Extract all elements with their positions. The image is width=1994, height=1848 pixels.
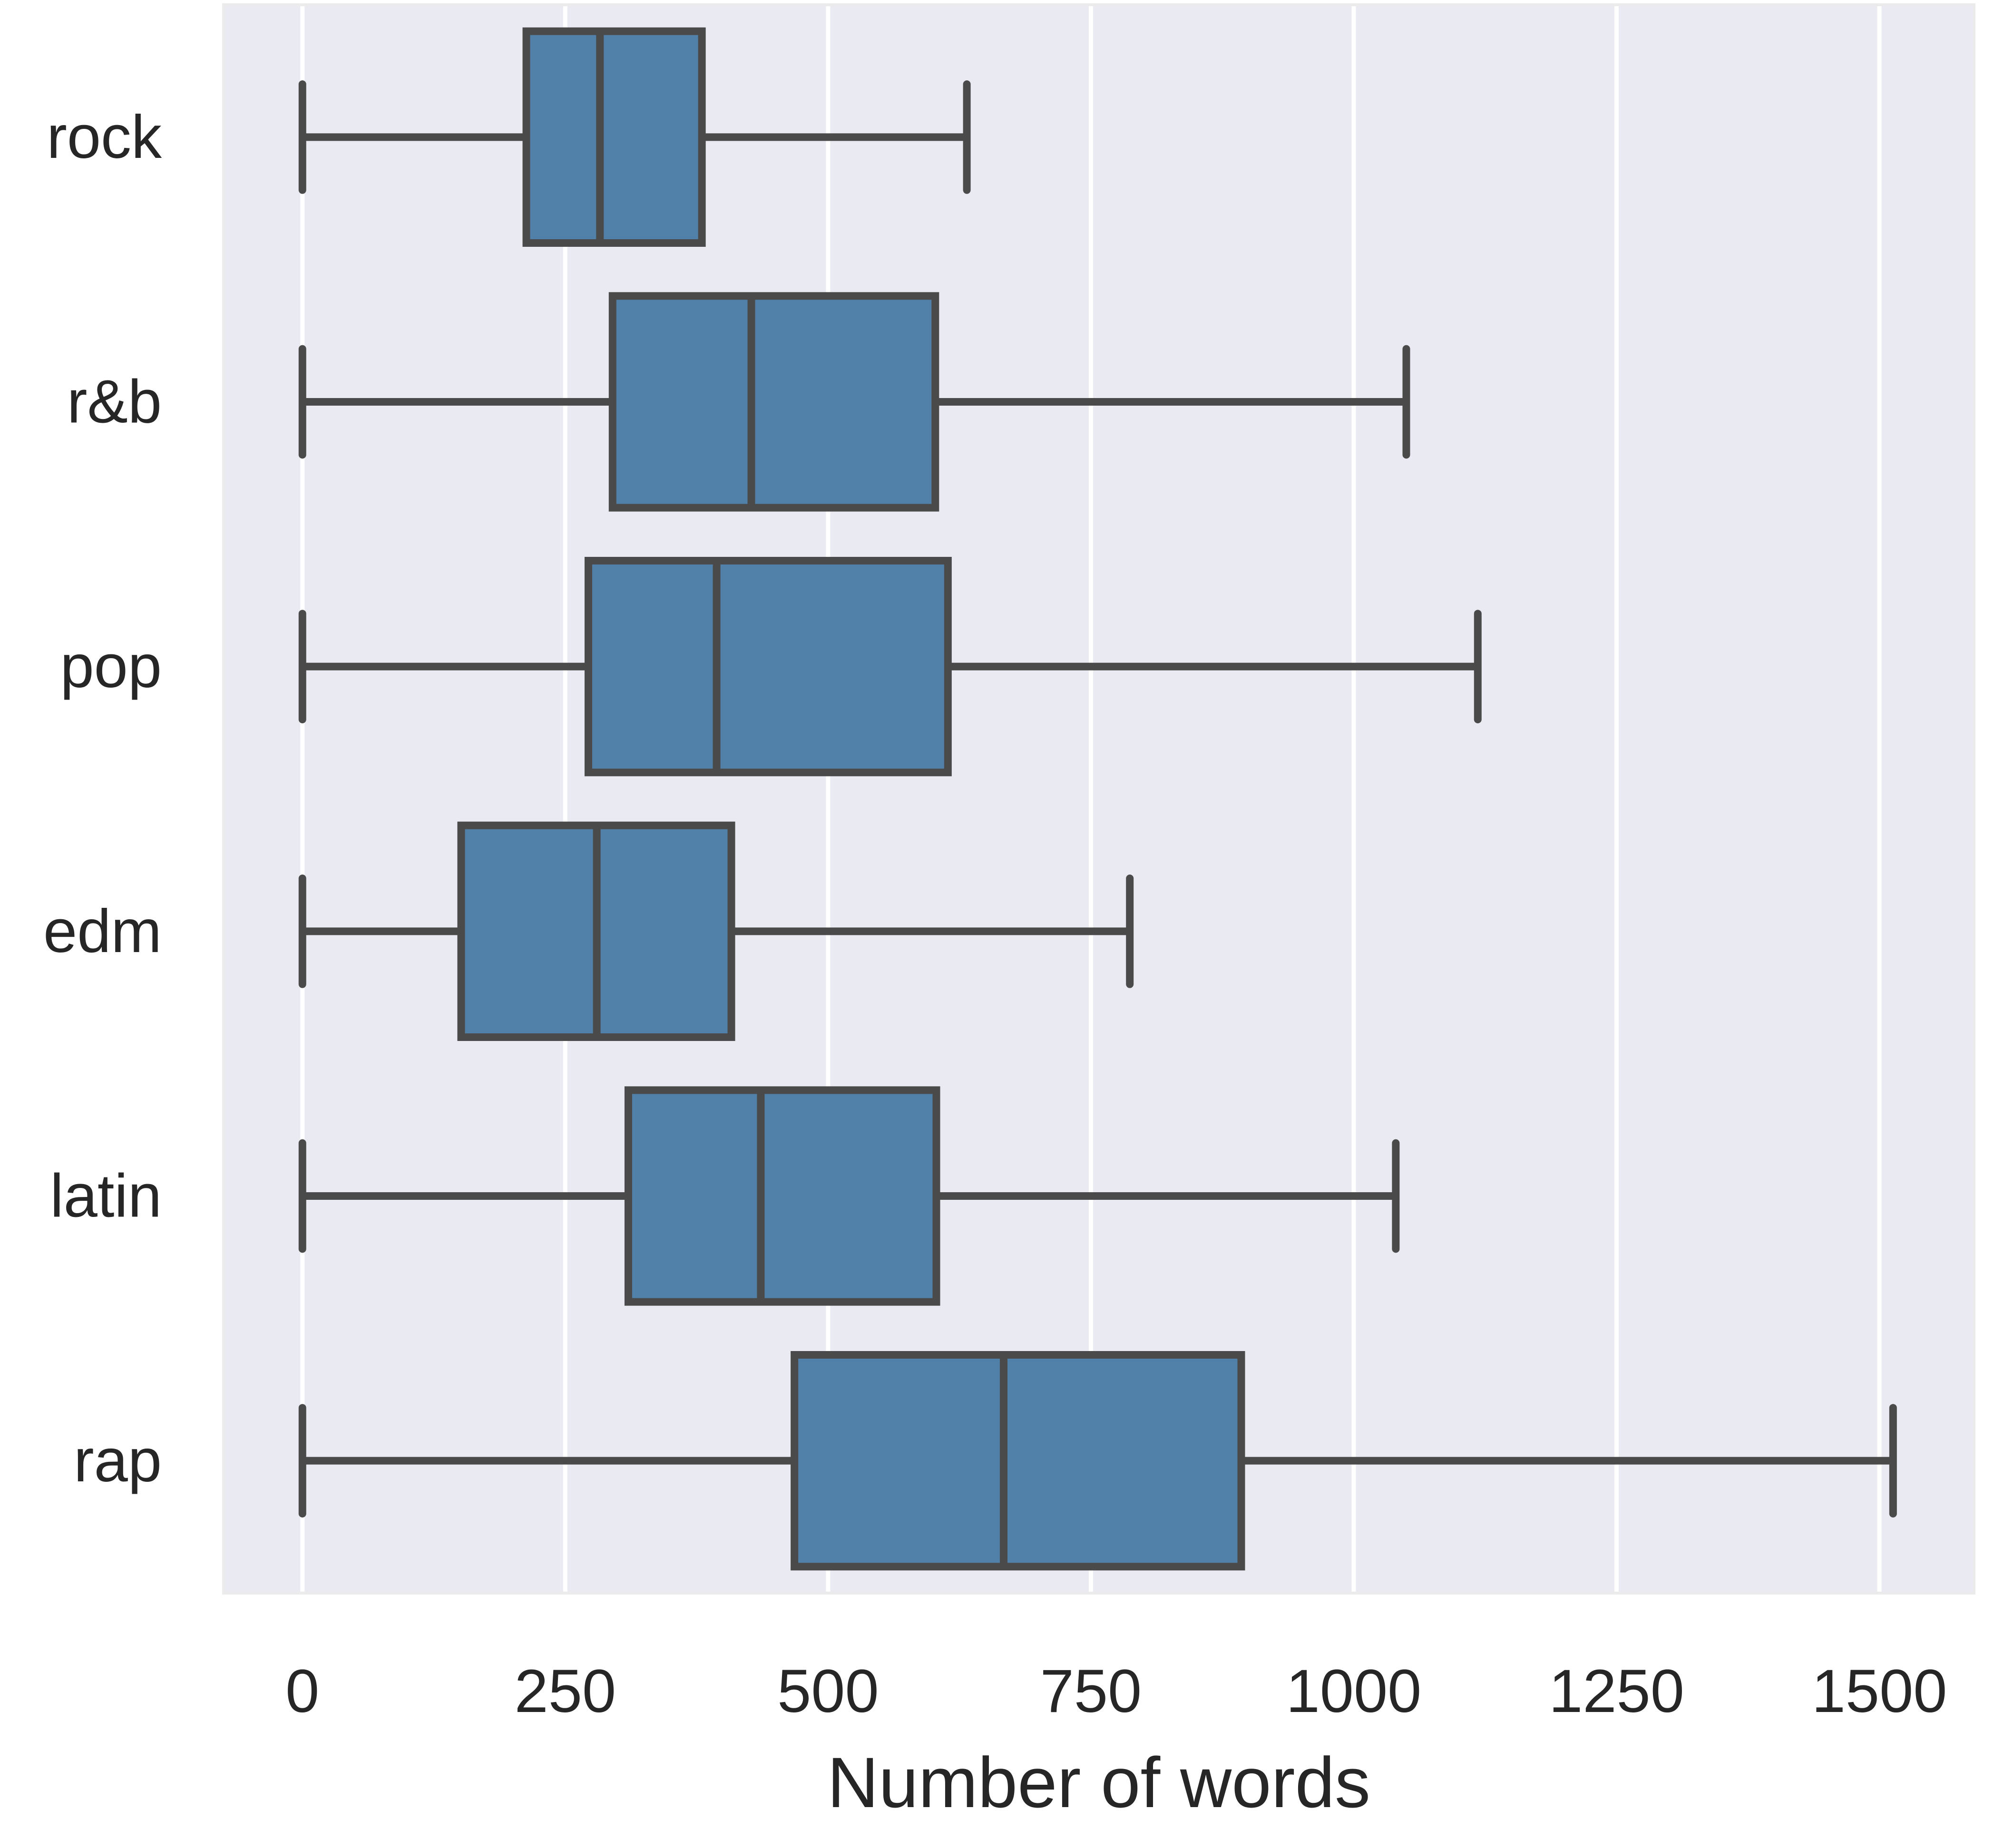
box-iqr-rock (522, 27, 706, 247)
box-series (298, 27, 1897, 1571)
x-tick-label-1500: 1500 (1812, 1657, 1947, 1725)
box-group-rock (298, 27, 971, 247)
category-label-rap: rap (74, 1427, 162, 1495)
x-tick-label-750: 750 (1040, 1657, 1142, 1725)
vertical-gridlines (300, 6, 1882, 1592)
category-label-latin: latin (50, 1162, 162, 1230)
category-label-pop: pop (60, 632, 162, 700)
x-tick-label-1250: 1250 (1549, 1657, 1684, 1725)
category-label-rock: rock (47, 103, 162, 171)
box-group-rap (298, 1351, 1897, 1571)
x-tick-label-0: 0 (285, 1657, 319, 1725)
box-iqr-rap (791, 1351, 1245, 1571)
box-group-pop (298, 557, 1482, 777)
x-axis-title: Number of words (827, 1742, 1370, 1822)
box-iqr-pop (584, 557, 952, 777)
category-label-r-b: r&b (67, 368, 162, 436)
box-iqr-r-b (608, 292, 939, 512)
box-group-edm (298, 821, 1134, 1041)
category-axis-labels: rock r&b pop edm latin rap (43, 103, 162, 1495)
plot-area-background (222, 3, 1975, 1595)
x-tick-label-1000: 1000 (1286, 1657, 1422, 1725)
category-label-edm: edm (43, 897, 162, 965)
x-axis-tick-labels: 0 250 500 750 1000 1250 1500 (285, 1657, 1947, 1725)
x-tick-label-500: 500 (777, 1657, 879, 1725)
x-tick-label-250: 250 (515, 1657, 616, 1725)
box-group-latin (298, 1086, 1400, 1306)
box-group-r-b (298, 292, 1410, 512)
box-iqr-latin (624, 1086, 940, 1306)
